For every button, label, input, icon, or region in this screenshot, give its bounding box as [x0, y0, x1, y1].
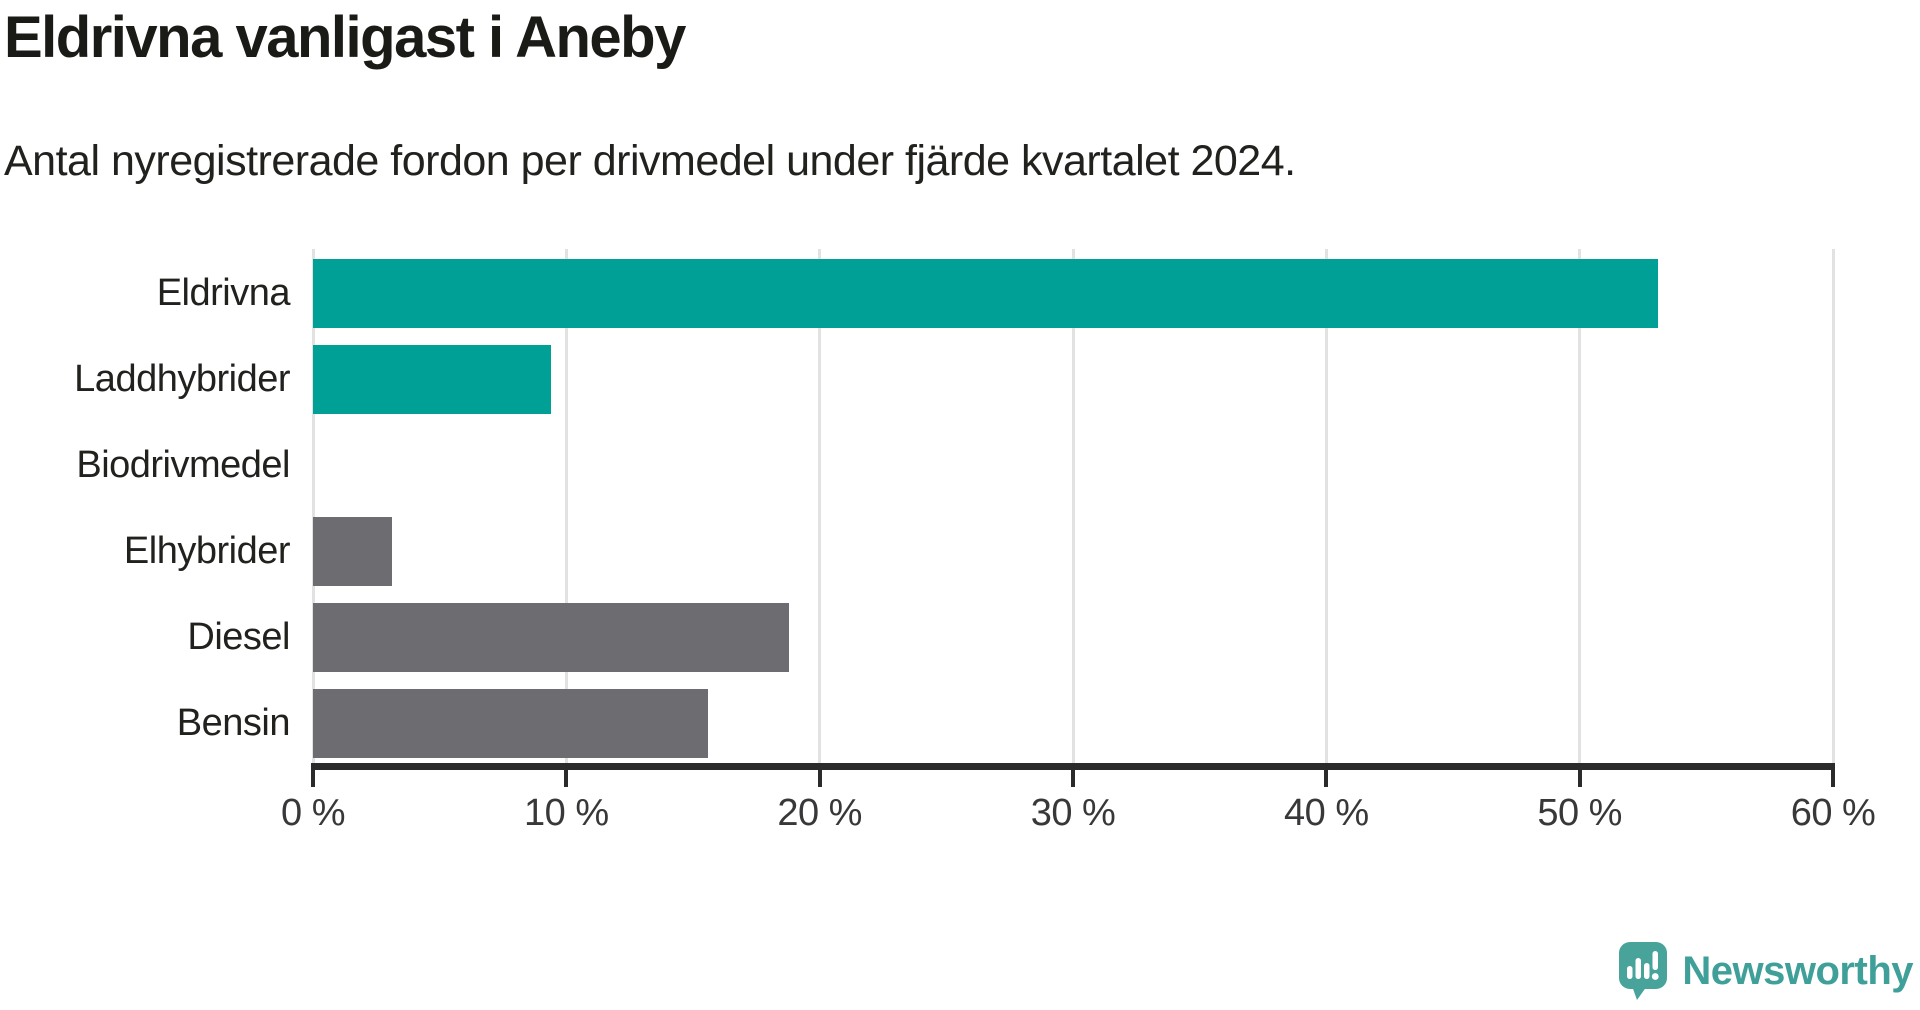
category-label-laddhybrider: Laddhybrider: [74, 358, 290, 401]
bar-diesel: [313, 602, 790, 672]
x-axis-tick-label-10: 10 %: [524, 792, 609, 834]
x-axis-tick-40: [1324, 770, 1329, 787]
x-axis-tick-label-50: 50 %: [1537, 792, 1622, 834]
newsworthy-logo-icon: [1619, 942, 1668, 1000]
x-axis-tick-30: [1071, 770, 1075, 787]
gridline-0: [311, 249, 315, 766]
bar-laddhybrider: [313, 345, 552, 415]
x-axis-tick-20: [817, 770, 822, 787]
category-label-diesel: Diesel: [187, 615, 290, 658]
x-axis-tick-50: [1577, 770, 1582, 787]
x-axis-line: [311, 763, 1835, 770]
gridline-60: [1831, 249, 1835, 766]
x-axis-tick-label-60: 60 %: [1790, 792, 1876, 834]
newsworthy-branding: Newsworthy: [1619, 942, 1913, 1000]
gridline-30: [1071, 249, 1075, 766]
category-label-eldrivna: Eldrivna: [156, 272, 291, 315]
x-axis-tick-0: [311, 770, 315, 787]
category-label-elhybrider: Elhybrider: [123, 529, 291, 572]
bar-elhybrider: [313, 516, 392, 586]
x-axis-tick-label-0: 0 %: [281, 792, 345, 834]
x-axis-tick-label-30: 30 %: [1030, 792, 1116, 834]
category-label-biodrivmedel: Biodrivmedel: [76, 444, 290, 487]
gridline-40: [1324, 249, 1328, 766]
newsworthy-brand-name: Newsworthy: [1682, 948, 1913, 993]
bar-eldrivna: [313, 259, 1659, 329]
x-axis-tick-label-40: 40 %: [1284, 792, 1369, 834]
category-label-bensin: Bensin: [176, 701, 291, 744]
x-axis-tick-label-20: 20 %: [777, 792, 862, 834]
chart-title: Eldrivna vanligast i Aneby: [4, 5, 686, 70]
bar-bensin: [313, 688, 709, 758]
gridline-50: [1578, 249, 1582, 766]
chart-subtitle: Antal nyregistrerade fordon per drivmede…: [4, 137, 1296, 185]
x-axis-tick-60: [1831, 770, 1835, 787]
gridline-20: [818, 249, 822, 766]
x-axis-tick-10: [564, 770, 569, 787]
gridline-10: [564, 249, 568, 766]
